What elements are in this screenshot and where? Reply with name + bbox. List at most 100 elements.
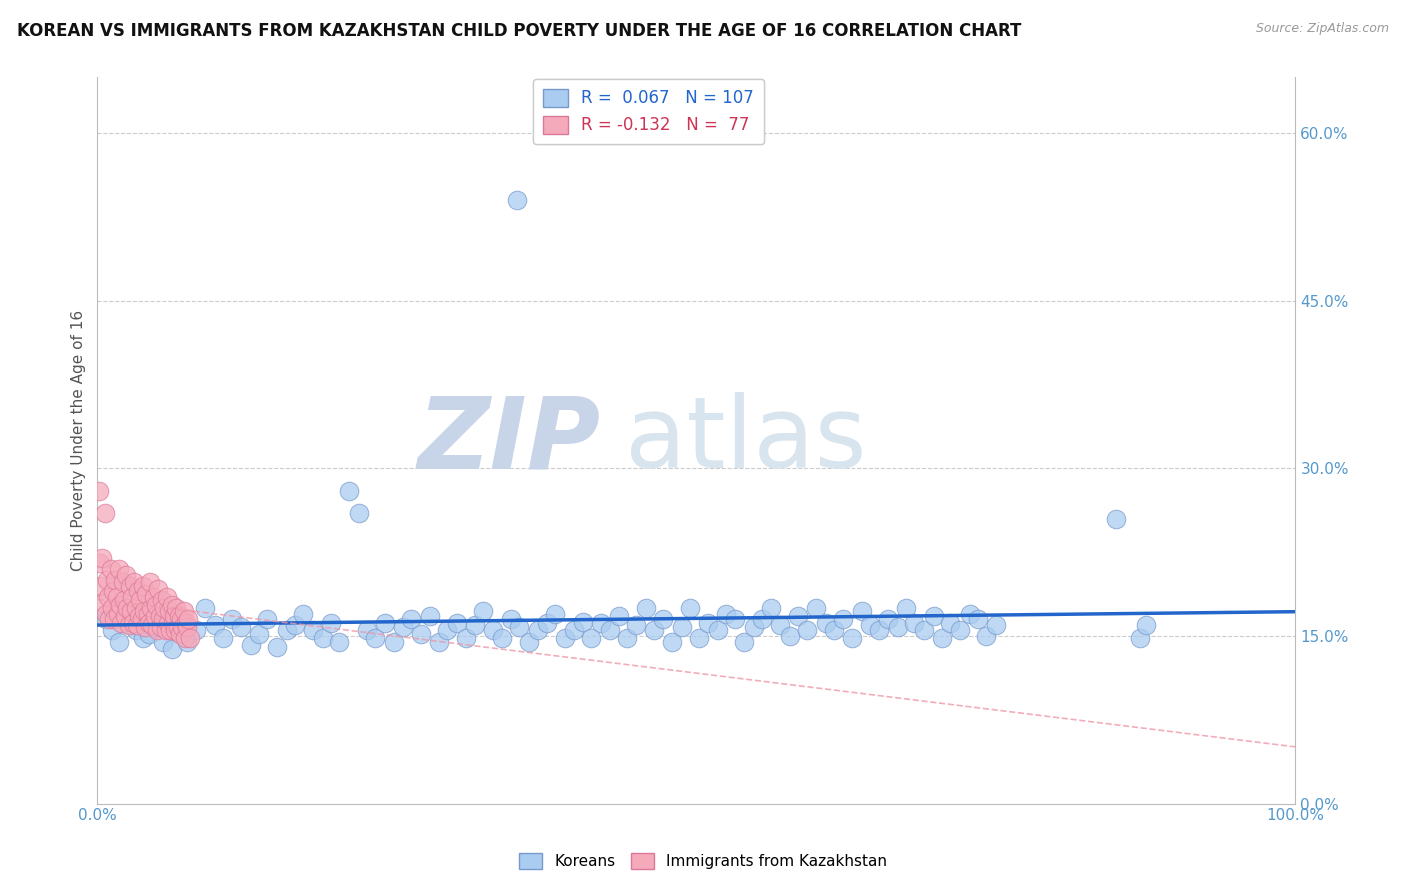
Point [128, 609, 150, 624]
Point [446, 615, 468, 630]
Point [212, 632, 235, 646]
Point [138, 627, 160, 641]
Point [176, 620, 198, 634]
Point [107, 607, 129, 621]
Point [688, 632, 710, 646]
Point [108, 562, 131, 576]
Point [112, 593, 135, 607]
Point [742, 620, 765, 634]
Point [132, 632, 155, 646]
Text: ZIP: ZIP [418, 392, 600, 489]
Point [179, 632, 201, 646]
Point [779, 629, 801, 643]
Point [392, 620, 415, 634]
Point [796, 624, 818, 638]
Point [409, 627, 432, 641]
Point [114, 609, 136, 624]
Point [156, 590, 179, 604]
Point [607, 609, 630, 624]
Point [141, 601, 163, 615]
Point [115, 567, 138, 582]
Point [949, 624, 972, 638]
Point [157, 615, 180, 630]
Point [1135, 618, 1157, 632]
Point [152, 634, 174, 648]
Point [100, 624, 122, 638]
Point [194, 601, 217, 615]
Point [110, 615, 132, 630]
Point [105, 590, 128, 604]
Point [939, 615, 962, 630]
Point [276, 624, 298, 638]
Point [814, 615, 837, 630]
Point [169, 627, 191, 641]
Text: KOREAN VS IMMIGRANTS FROM KAZAKHSTAN CHILD POVERTY UNDER THE AGE OF 16 CORRELATI: KOREAN VS IMMIGRANTS FROM KAZAKHSTAN CHI… [17, 22, 1021, 40]
Point [311, 632, 333, 646]
Point [167, 615, 190, 630]
Point [204, 618, 226, 632]
Point [536, 615, 558, 630]
Point [724, 612, 747, 626]
Point [859, 618, 882, 632]
Point [292, 607, 315, 621]
Point [103, 612, 125, 626]
Point [120, 618, 142, 632]
Point [464, 618, 486, 632]
Point [1105, 512, 1128, 526]
Point [143, 609, 166, 624]
Point [384, 634, 406, 648]
Point [505, 194, 527, 208]
Point [100, 601, 122, 615]
Point [139, 575, 162, 590]
Point [91, 550, 114, 565]
Point [108, 634, 131, 648]
Point [125, 601, 148, 615]
Point [841, 632, 863, 646]
Point [922, 609, 945, 624]
Point [356, 624, 378, 638]
Point [129, 593, 152, 607]
Point [160, 642, 183, 657]
Point [148, 582, 170, 596]
Point [132, 604, 155, 618]
Point [136, 607, 159, 621]
Point [149, 620, 172, 634]
Point [499, 612, 522, 626]
Point [481, 624, 503, 638]
Point [127, 584, 149, 599]
Point [562, 624, 585, 638]
Point [671, 620, 693, 634]
Point [894, 601, 917, 615]
Point [96, 573, 118, 587]
Point [93, 595, 115, 609]
Point [229, 620, 252, 634]
Point [456, 632, 478, 646]
Point [159, 624, 181, 638]
Point [117, 618, 139, 632]
Point [94, 607, 117, 621]
Point [94, 612, 117, 626]
Point [903, 615, 925, 630]
Point [976, 629, 998, 643]
Point [184, 624, 207, 638]
Point [104, 573, 127, 587]
Point [491, 632, 513, 646]
Point [266, 640, 288, 655]
Point [589, 615, 612, 630]
Point [117, 601, 139, 615]
Y-axis label: Child Poverty Under the Age of 16: Child Poverty Under the Age of 16 [72, 310, 86, 571]
Point [599, 624, 621, 638]
Legend: Koreans, Immigrants from Kazakhstan: Koreans, Immigrants from Kazakhstan [513, 847, 893, 875]
Point [166, 620, 188, 634]
Point [146, 624, 169, 638]
Point [823, 624, 845, 638]
Point [125, 618, 148, 632]
Point [165, 624, 187, 638]
Point [145, 598, 167, 612]
Point [759, 601, 782, 615]
Point [152, 612, 174, 626]
Point [651, 612, 673, 626]
Point [160, 598, 183, 612]
Point [173, 632, 195, 646]
Point [419, 609, 441, 624]
